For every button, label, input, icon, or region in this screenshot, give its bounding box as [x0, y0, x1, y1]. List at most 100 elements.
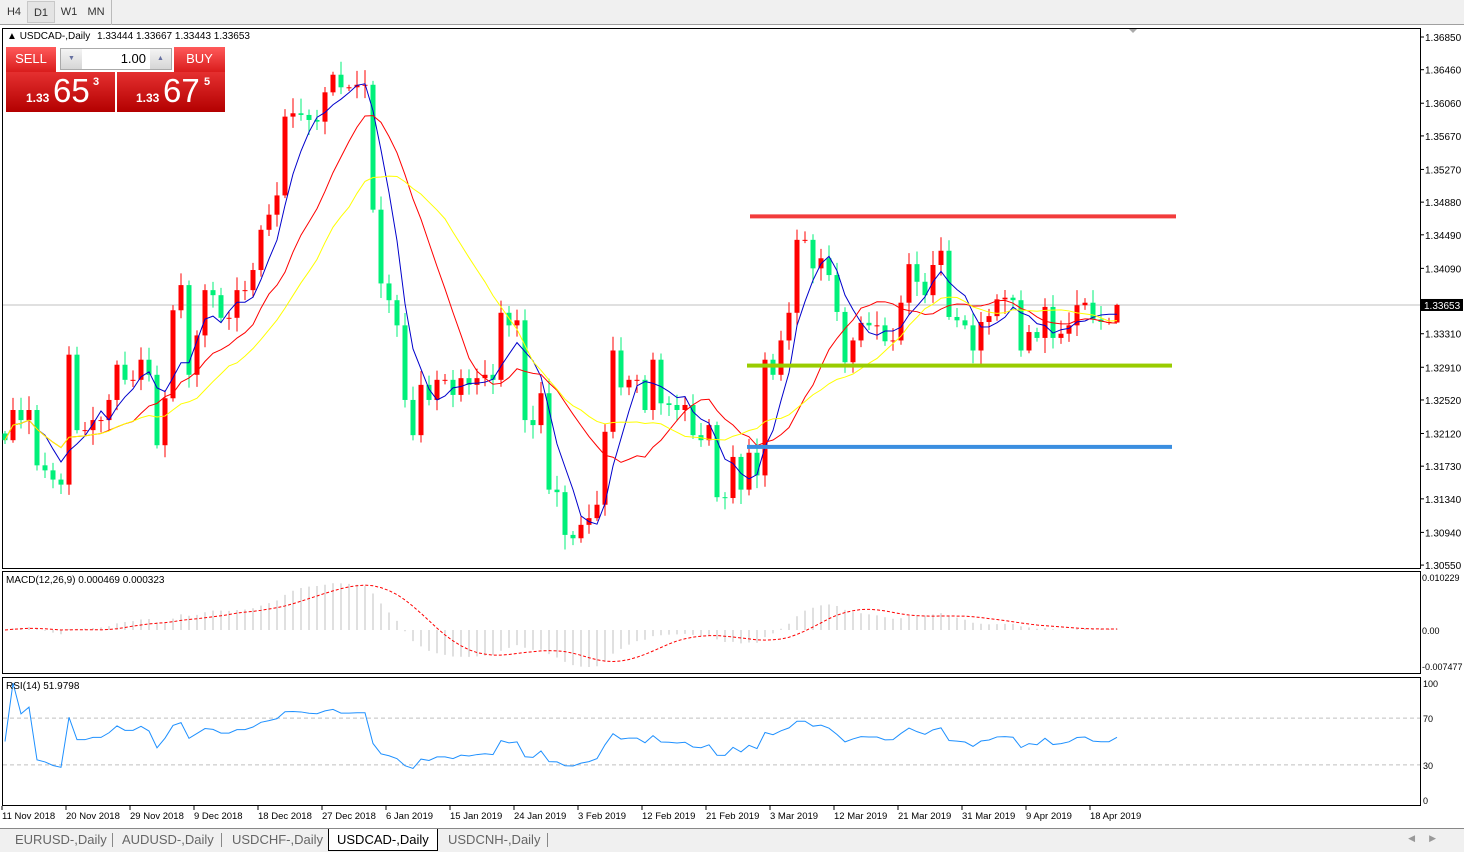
rsi-axis-label: 30	[1423, 761, 1433, 771]
current-price-label: 1.33653	[1424, 301, 1461, 312]
bullish-candle	[978, 321, 984, 351]
bearish-candle	[570, 534, 576, 539]
bearish-candle	[338, 74, 344, 88]
bearish-candle	[962, 320, 968, 326]
timeframe-h4[interactable]: H4	[6, 6, 22, 18]
collapse-triangle-icon[interactable]: ▲	[7, 31, 17, 42]
bearish-candle	[714, 425, 720, 498]
bullish-candle	[514, 320, 520, 326]
lot-size-input[interactable]: 1.00	[120, 51, 146, 66]
increase-lot-icon[interactable]: ▲	[150, 49, 171, 69]
bearish-candle	[882, 325, 888, 342]
tab-usdcad[interactable]: USDCAD-,Daily	[328, 829, 438, 851]
price-tick-label: 1.35670	[1425, 132, 1462, 143]
timeframe-d1[interactable]: D1	[27, 1, 55, 23]
timeframe-w1[interactable]: W1	[60, 6, 78, 18]
bullish-candle	[226, 317, 232, 319]
price-tick-label: 1.30940	[1425, 528, 1462, 539]
timeframe-mn[interactable]: MN	[87, 6, 105, 18]
lot-size-stepper[interactable]: ▼ 1.00 ▲	[60, 48, 172, 70]
tab-scroll-arrows-icon[interactable]: ◀▶	[1408, 833, 1450, 843]
bullish-candle	[762, 359, 768, 476]
tab-eurusd[interactable]: EURUSD-,Daily	[15, 832, 107, 847]
bearish-candle	[658, 359, 664, 404]
bearish-candle	[378, 209, 384, 284]
bullish-candle	[1114, 304, 1120, 323]
bearish-candle	[914, 264, 920, 282]
horizontal-levels[interactable]	[747, 214, 1176, 449]
bearish-candle	[18, 410, 24, 421]
current-price-tag	[1421, 298, 1463, 311]
bearish-candle	[58, 479, 64, 485]
bullish-candle	[682, 404, 688, 411]
bearish-candle	[1034, 332, 1040, 338]
bearish-candle	[50, 470, 56, 480]
date-label: 9 Dec 2018	[194, 811, 243, 822]
bullish-candle	[626, 379, 632, 388]
bullish-candle	[890, 340, 896, 342]
buy-button[interactable]: BUY	[174, 47, 225, 72]
tab-audusd[interactable]: AUDUSD-,Daily	[122, 832, 214, 847]
sell-button[interactable]: SELL	[6, 47, 56, 72]
bullish-candle	[138, 359, 144, 380]
tab-divider	[112, 833, 113, 847]
rsi-axis-label: 100	[1423, 679, 1438, 689]
bearish-candle	[562, 492, 568, 535]
ma-fast-line	[4, 83, 1117, 525]
bullish-candle	[162, 398, 168, 446]
bullish-candle	[290, 113, 296, 117]
bullish-candle	[1066, 325, 1072, 334]
bullish-candle	[578, 524, 584, 539]
buy-price-big: 67	[163, 72, 200, 109]
bearish-candle	[146, 359, 152, 375]
bullish-candle	[330, 74, 336, 93]
price-tick-label: 1.35270	[1425, 165, 1462, 176]
bullish-candle	[274, 195, 280, 215]
bearish-candle	[970, 325, 976, 351]
rsi-axis-label: 0	[1423, 796, 1428, 806]
tab-usdcnh[interactable]: USDCNH-,Daily	[448, 832, 541, 847]
date-label: 21 Feb 2019	[706, 811, 759, 822]
chart-canvas[interactable]: 1.36850 1.36460 1.36060 1.35670 1.35270 1.348…	[0, 26, 1464, 828]
sell-price-big: 65	[53, 72, 90, 109]
price-tick-label: 1.30550	[1425, 561, 1462, 572]
bullish-candle	[650, 359, 656, 411]
chart-shift-marker-icon	[1129, 29, 1137, 33]
macd-axis-label: 0.010229	[1422, 573, 1460, 583]
chart-header: ▲ USDCAD-,Daily 1.33444 1.33667 1.33443 …	[7, 31, 250, 42]
bullish-candle	[1082, 302, 1088, 306]
bearish-candle	[218, 295, 224, 318]
buy-price-button[interactable]: 1.33 67 5	[117, 72, 225, 112]
sell-price-button[interactable]: 1.33 65 3	[6, 72, 115, 112]
bullish-candle	[594, 504, 600, 519]
date-label: 11 Nov 2018	[2, 811, 55, 822]
date-label: 21 Mar 2019	[898, 811, 951, 822]
bullish-candle	[434, 379, 440, 400]
bullish-candle	[786, 312, 792, 341]
horizontal-level-line	[750, 214, 1176, 219]
ma-mid-line	[4, 115, 1118, 463]
bearish-candle	[618, 350, 624, 388]
price-tick-label: 1.31340	[1425, 495, 1462, 506]
macd-label: MACD(12,26,9) 0.000469 0.000323	[6, 575, 165, 586]
bullish-candle	[778, 340, 784, 375]
chart-area[interactable]: 1.36850 1.36460 1.36060 1.35670 1.35270 1.348…	[0, 26, 1464, 831]
date-label: 24 Jan 2019	[514, 811, 566, 822]
panel-frames	[2, 28, 1421, 806]
bullish-candle	[106, 399, 112, 421]
tab-usdchf[interactable]: USDCHF-,Daily	[232, 832, 323, 847]
bearish-candle	[922, 281, 928, 296]
bullish-candle	[242, 290, 248, 292]
decrease-lot-icon[interactable]: ▼	[61, 49, 82, 69]
bullish-candle	[930, 264, 936, 296]
bearish-candle	[314, 119, 320, 122]
bearish-candle	[298, 113, 304, 115]
bearish-candle	[954, 316, 960, 321]
rsi-axis-label: 70	[1423, 714, 1433, 724]
bearish-candle	[210, 290, 216, 296]
sell-price-prefix: 1.33	[26, 91, 50, 105]
bearish-candle	[842, 311, 848, 363]
bullish-candle	[898, 302, 904, 341]
symbol-label: USDCAD-,Daily	[19, 31, 91, 42]
date-label: 3 Feb 2019	[578, 811, 626, 822]
